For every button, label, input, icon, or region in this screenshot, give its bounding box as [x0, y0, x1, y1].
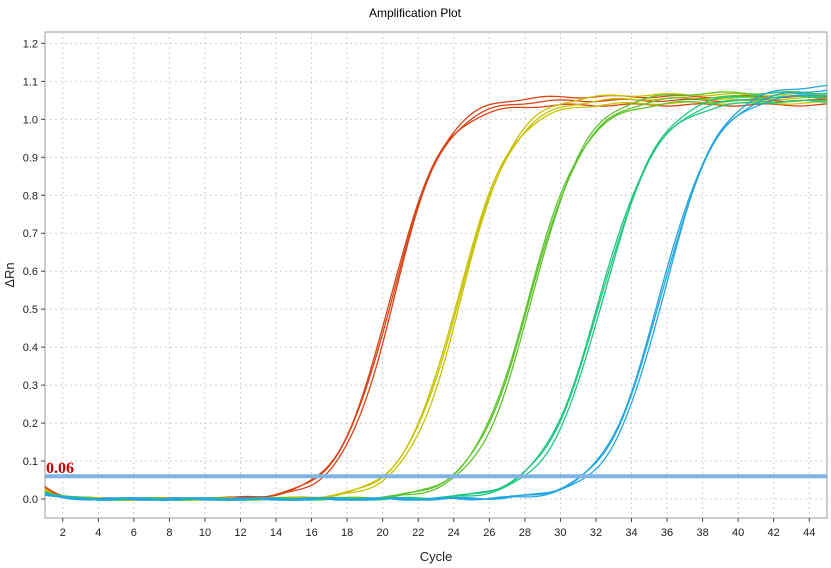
amplification-curve [44, 84, 828, 501]
x-tick-label: 26 [483, 527, 495, 539]
grid-lines [45, 32, 827, 518]
x-tick-label: 20 [377, 527, 389, 539]
x-tick-label: 18 [341, 527, 353, 539]
y-tick-label: 0.2 [23, 418, 38, 430]
y-tick-label: 1.0 [23, 114, 38, 126]
x-tick-label: 8 [166, 527, 172, 539]
chart-title: Amplification Plot [369, 6, 462, 20]
threshold-layer: 0.06 [45, 460, 827, 479]
x-tick-label: 42 [768, 527, 780, 539]
y-axis: 0.0 0.1 0.2 0.3 0.4 0.5 0.6 0.7 0.8 0.9 1.0 1.1 1.2 [23, 38, 45, 506]
x-tick-label: 44 [803, 527, 815, 539]
x-tick-label: 32 [590, 527, 602, 539]
y-tick-label: 0.5 [23, 304, 38, 316]
y-tick-label: 0.8 [23, 190, 38, 202]
y-tick-label: 0.3 [23, 380, 38, 392]
y-tick-label: 0.7 [23, 228, 38, 240]
x-tick-label: 36 [661, 527, 673, 539]
x-axis-title: Cycle [420, 549, 453, 564]
x-tick-label: 14 [270, 527, 282, 539]
y-tick-label: 0.0 [23, 494, 38, 506]
y-axis-title: ΔRn [2, 262, 17, 287]
x-axis: 2 4 6 8 10 12 14 16 18 20 22 24 26 28 30 32 34 36 38 40 42 44 [60, 518, 815, 539]
x-tick-label: 4 [95, 527, 101, 539]
x-tick-label: 10 [199, 527, 211, 539]
x-tick-label: 12 [234, 527, 246, 539]
x-tick-label: 38 [696, 527, 708, 539]
y-tick-label: 0.9 [23, 152, 38, 164]
x-tick-label: 2 [60, 527, 66, 539]
y-tick-label: 0.4 [23, 342, 38, 354]
y-tick-label: 1.2 [23, 38, 38, 50]
y-tick-label: 0.6 [23, 266, 38, 278]
x-tick-label: 30 [554, 527, 566, 539]
x-tick-label: 34 [625, 527, 637, 539]
plot-area-frame [44, 31, 828, 519]
y-tick-label: 1.1 [23, 76, 38, 88]
x-tick-label: 6 [131, 527, 137, 539]
threshold-label: 0.06 [46, 460, 74, 477]
x-tick-label: 22 [412, 527, 424, 539]
x-tick-label: 24 [448, 527, 460, 539]
x-tick-label: 28 [519, 527, 531, 539]
x-tick-label: 40 [732, 527, 744, 539]
curves-layer [44, 84, 828, 501]
x-tick-label: 16 [305, 527, 317, 539]
y-tick-label: 0.1 [23, 456, 38, 468]
